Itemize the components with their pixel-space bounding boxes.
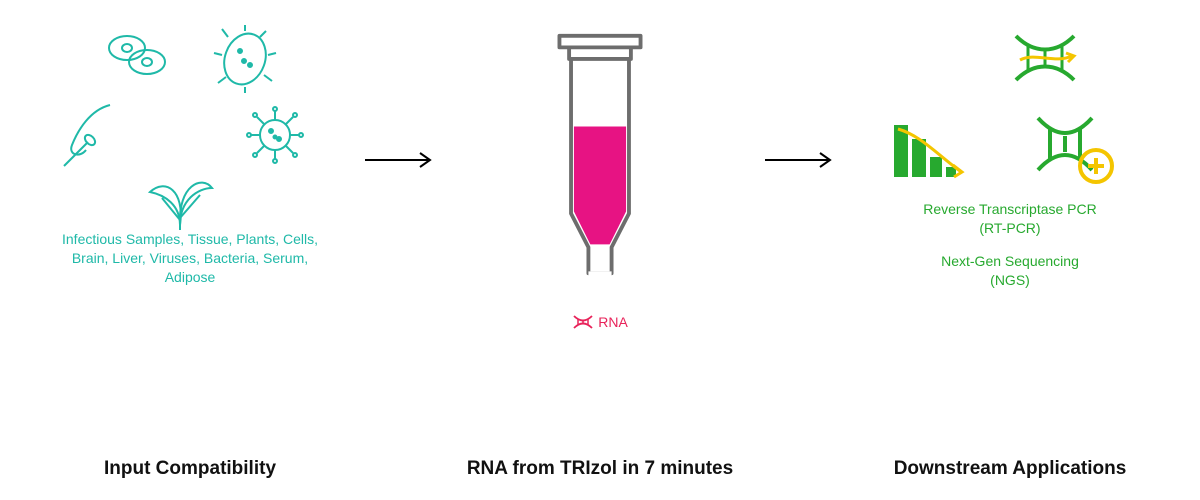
arrow-right-icon [760, 150, 840, 170]
nose-swab-icon [60, 100, 124, 170]
column-panel: RNA RNA from TRIzol in 7 minutes [460, 30, 740, 480]
app2-line1: Next-Gen Sequencing [923, 252, 1097, 271]
helix-plus-icon [1030, 110, 1120, 190]
app2-line2: (NGS) [923, 271, 1097, 290]
cells-icon [105, 30, 169, 80]
workflow-diagram: Infectious Samples, Tissue, Plants, Cell… [0, 0, 1200, 500]
trizol-heading: RNA from TRIzol in 7 minutes [467, 458, 733, 480]
downstream-heading: Downstream Applications [894, 458, 1127, 480]
downstream-apps-text: Reverse Transcriptase PCR (RT-PCR) Next-… [923, 200, 1097, 304]
downstream-icons-cluster [880, 30, 1140, 200]
rna-helix-icon [572, 314, 594, 330]
rna-output-label: RNA [572, 314, 628, 330]
input-compatibility-heading: Input Compatibility [104, 458, 276, 480]
sample-icons-cluster [70, 30, 310, 230]
app1-line1: Reverse Transcriptase PCR [923, 200, 1097, 219]
spin-column-graphic: RNA [540, 30, 660, 330]
helix-icon [1010, 30, 1080, 86]
bacteria-icon [210, 25, 280, 93]
virus-icon [245, 105, 305, 165]
bar-chart-icon [890, 115, 968, 185]
leaf-icon [140, 170, 220, 230]
spin-column-icon [540, 30, 660, 310]
rna-label-text: RNA [598, 314, 628, 330]
input-samples-caption: Infectious Samples, Tissue, Plants, Cell… [60, 230, 320, 287]
input-compatibility-panel: Infectious Samples, Tissue, Plants, Cell… [40, 30, 340, 480]
app1-line2: (RT-PCR) [923, 219, 1097, 238]
arrow-1 [360, 30, 440, 290]
downstream-panel: Reverse Transcriptase PCR (RT-PCR) Next-… [860, 30, 1160, 480]
arrow-2 [760, 30, 840, 290]
arrow-right-icon [360, 150, 440, 170]
